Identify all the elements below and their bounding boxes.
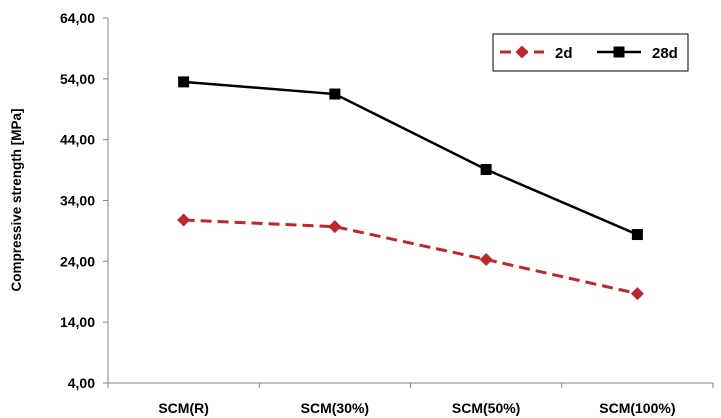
legend-marker	[613, 46, 625, 58]
data-point-2d	[328, 220, 342, 234]
data-point-2d	[177, 213, 191, 227]
y-tick-label: 64,00	[60, 10, 95, 26]
y-tick-label: 4,00	[68, 375, 95, 391]
legend-item-2d: 2d	[500, 45, 573, 62]
data-point-28d	[631, 229, 643, 241]
y-tick-label: 34,00	[60, 193, 95, 209]
y-tick-label: 24,00	[60, 253, 95, 269]
x-tick-label: SCM(30%)	[301, 400, 369, 416]
legend: 2d 28d	[492, 33, 689, 72]
data-point-28d	[178, 76, 190, 88]
legend-label: 28d	[652, 45, 678, 62]
series-line-2d	[183, 218, 638, 296]
y-tick-label: 14,00	[60, 314, 95, 330]
y-tick-label: 44,00	[60, 132, 95, 148]
data-point-2d	[479, 253, 493, 267]
data-point-2d	[630, 287, 644, 301]
x-tick-label: SCM(50%)	[452, 400, 520, 416]
data-point-28d	[329, 88, 341, 100]
series-line-28d	[183, 80, 638, 236]
x-tick-label: SCM(R)	[158, 400, 209, 416]
data-point-28d	[480, 163, 492, 175]
legend-item-28d: 28d	[597, 45, 678, 62]
series-2d	[177, 213, 644, 301]
legend-label: 2d	[555, 45, 573, 62]
y-axis-ticks: 4,00 14,00 24,00 34,00 44,00 54,00 64,00	[60, 10, 108, 391]
x-axis-ticks: SCM(R) SCM(30%) SCM(50%) SCM(100%)	[107, 383, 714, 416]
series-28d	[178, 76, 643, 241]
x-tick-label: SCM(100%)	[599, 400, 675, 416]
y-tick-label: 54,00	[60, 71, 95, 87]
y-axis-title: Compressive strength [MPa]	[9, 108, 24, 291]
legend-marker	[515, 45, 529, 59]
series-layer	[177, 76, 644, 301]
axes	[107, 18, 713, 384]
